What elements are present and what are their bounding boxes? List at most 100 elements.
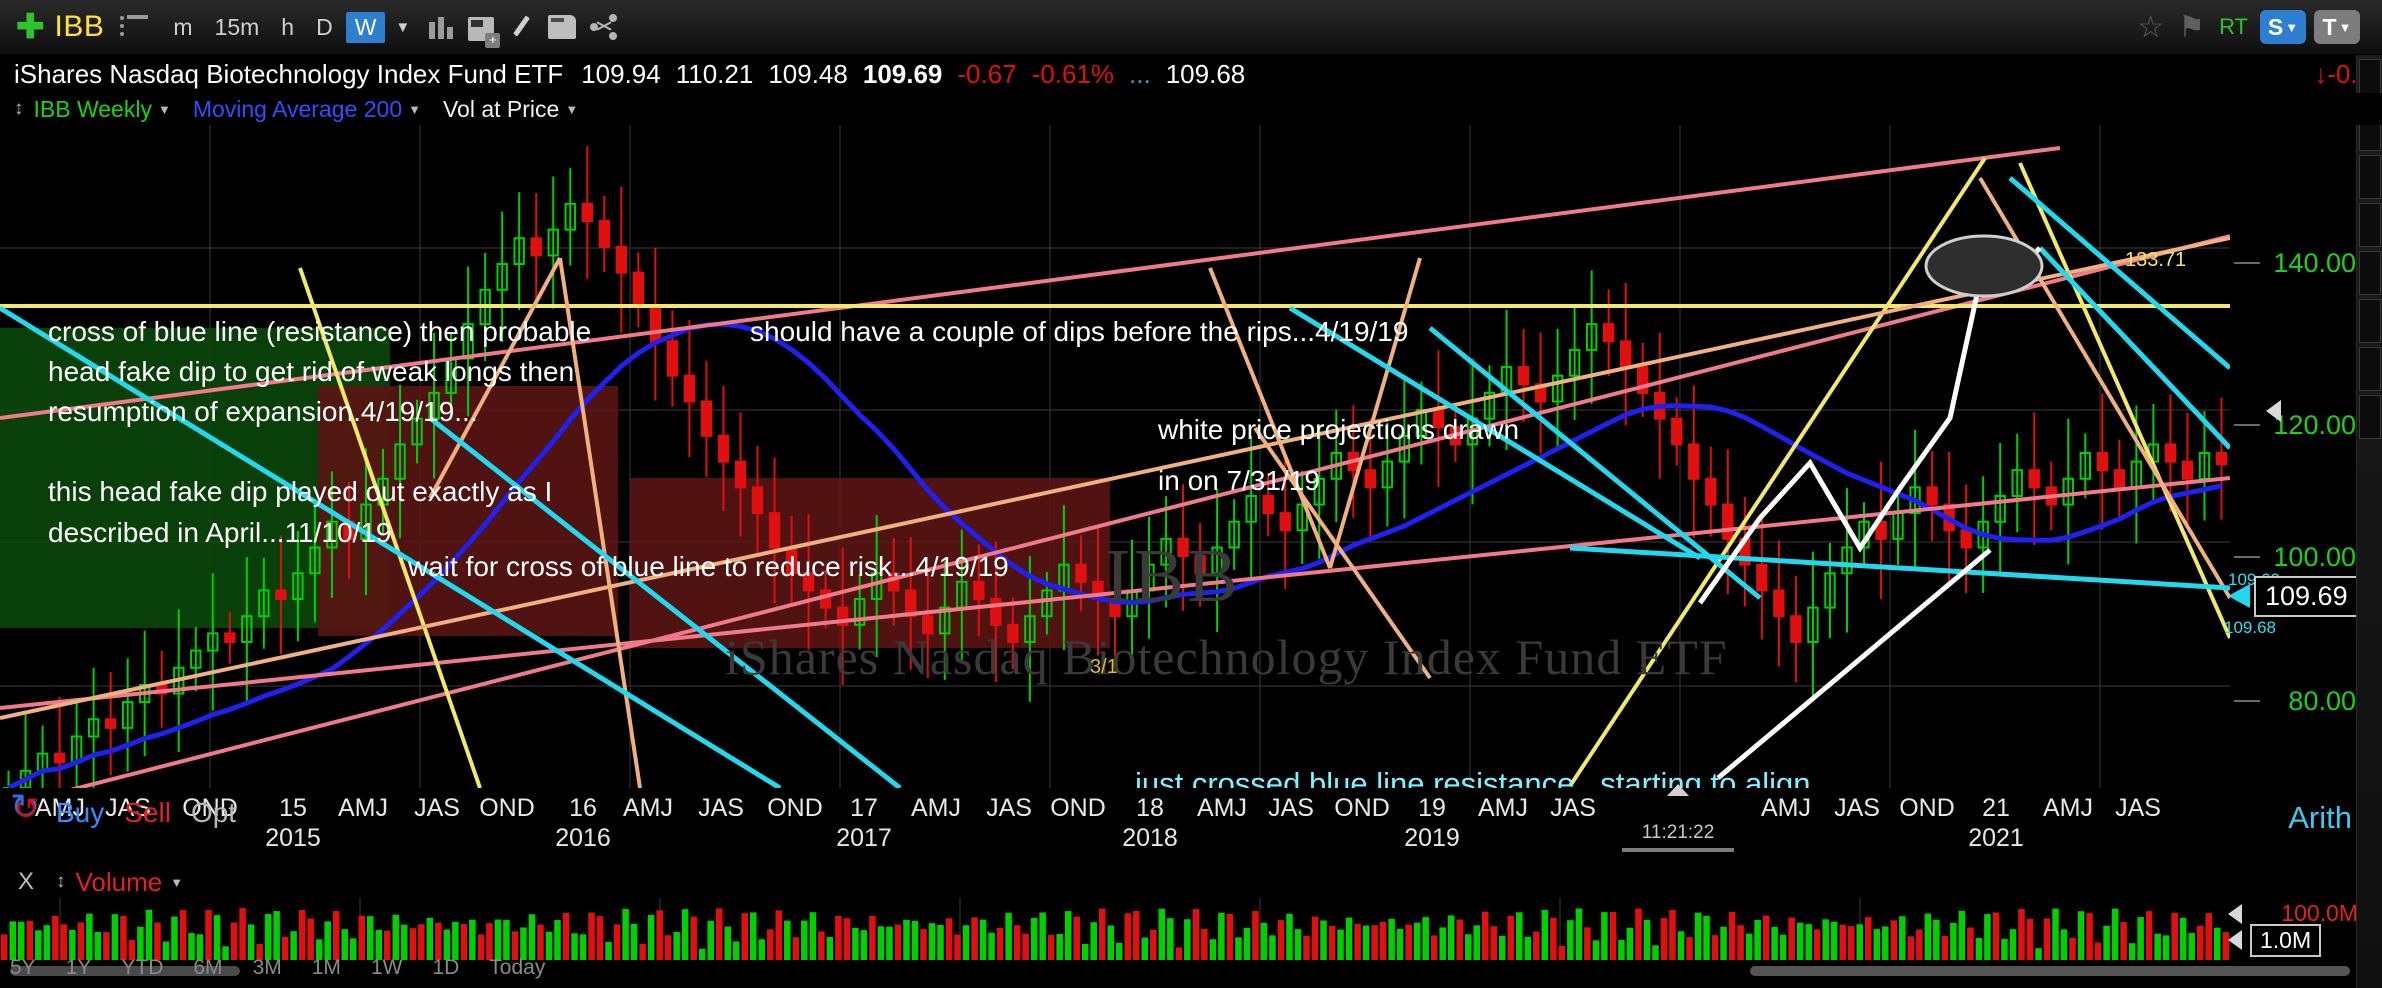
right-toolbar-rail[interactable] <box>2356 55 2382 988</box>
x-axis-tick-label: AMJ <box>1478 794 1528 822</box>
quote-prev-close: 109.68 <box>1165 58 1246 89</box>
ann-white-projections-2: in on 7/31/19 <box>1158 465 1320 496</box>
rail-button[interactable] <box>2358 203 2381 247</box>
timeframe-15m[interactable]: 15m <box>214 13 260 40</box>
x-axis-tick-label: AMJ <box>623 794 673 822</box>
chevron-down-icon[interactable]: ▼ <box>157 101 171 117</box>
x-axis-tick-label: AMJ <box>1197 794 1247 822</box>
time-cursor-marker <box>1667 784 1689 796</box>
ann-white-projections: white price projections drawn <box>1158 414 1520 445</box>
volume-axis-arrow-current <box>2228 930 2242 950</box>
time-cursor-label: 11:21:22 <box>1641 822 1715 843</box>
price-axis-arrow <box>2266 400 2281 422</box>
share-icon[interactable] <box>590 14 618 40</box>
bars-icon[interactable] <box>424 12 458 42</box>
tool-badge[interactable]: T ▼ <box>2314 10 2360 44</box>
x-axis-tick-label: JAS <box>105 794 151 822</box>
timeframe-h[interactable]: h <box>281 13 295 40</box>
x-axis-tick-label: OND <box>479 794 535 822</box>
chevron-down-icon[interactable]: ▼ <box>565 101 579 117</box>
streaming-badge[interactable]: S ▼ <box>2260 10 2306 44</box>
add-symbol-icon[interactable]: ✚ <box>16 8 45 46</box>
price-axis-tick <box>2234 262 2260 264</box>
indicator-moving-average-200[interactable]: Moving Average 200 <box>192 95 403 122</box>
candlesticks <box>2 145 2228 788</box>
buy-button[interactable]: Buy <box>56 797 105 828</box>
price-axis-tick <box>2234 424 2260 426</box>
horizontal-scrollbar[interactable] <box>1750 966 2350 976</box>
timeframe-1m[interactable]: 1M <box>311 956 341 979</box>
x-axis-tick-label: 16 <box>569 794 597 822</box>
quote-ellipsis[interactable]: ... <box>1129 58 1151 89</box>
timeframe-5y[interactable]: 5Y <box>10 956 36 979</box>
timeframe-6m[interactable]: 6M <box>193 956 223 979</box>
x-axis-tick-label: AMJ <box>911 794 961 822</box>
price-axis-tick <box>2234 700 2260 702</box>
rail-button[interactable] <box>2358 395 2381 439</box>
x-axis-tick-label: 15 <box>279 794 307 822</box>
highlight-ellipse <box>1924 234 2044 298</box>
calculator-add-icon[interactable] <box>468 16 501 48</box>
rail-button[interactable] <box>2358 251 2381 295</box>
ann-just-crossed: just crossed blue line resistance...star… <box>1135 766 1811 788</box>
x-axis[interactable]: AMJ JAS OND 15 2015 AMJ JAS OND 16 2016 AMJ JAS OND 1… <box>0 784 2230 864</box>
volume-label[interactable]: Volume <box>75 866 163 897</box>
timeframe-w[interactable]: W <box>345 11 386 43</box>
volume-chart[interactable] <box>0 898 2230 960</box>
timeframe-3m[interactable]: 3M <box>252 956 282 979</box>
timeframe-m[interactable]: m <box>173 13 193 40</box>
timeframe-1y[interactable]: 1Y <box>65 956 92 979</box>
volume-canvas <box>1 898 2229 960</box>
chevron-down-icon[interactable]: ▼ <box>170 874 184 890</box>
x-axis-tick-label: OND <box>1899 794 1955 822</box>
flag-icon[interactable]: ⚑ <box>2178 10 2206 44</box>
note-icon[interactable] <box>548 15 577 39</box>
down-arrow-icon: ↓ <box>2314 58 2328 89</box>
x-axis-tick-label: 19 <box>1418 794 1446 822</box>
indicator-vol-at-price[interactable]: Vol at Price <box>442 95 560 122</box>
pencil-icon[interactable] <box>508 14 534 40</box>
timeframe-today[interactable]: Today <box>489 956 546 979</box>
timeframe-1w[interactable]: 1W <box>370 956 403 979</box>
current-price-box: 109.69 <box>2254 576 2359 617</box>
rail-button[interactable] <box>2358 347 2381 391</box>
rail-button[interactable] <box>2358 299 2381 343</box>
cyan-trend-lines <box>0 176 2230 788</box>
price-axis-label: 140.00 <box>2273 248 2356 278</box>
timeframe-d[interactable]: D <box>316 13 333 40</box>
refresh-icon[interactable] <box>10 786 44 830</box>
instrument-name: iShares Nasdaq Biotechnology Index Fund … <box>14 58 564 89</box>
x-axis-tick-label: OND <box>182 794 238 822</box>
price-axis-label: 80.00 <box>2288 686 2356 716</box>
timeframe-quickbar: 5Y 1Y YTD 6M 3M 1M 1W 1D Today <box>10 956 545 980</box>
x-axis-tick-label: JAS <box>2115 794 2161 822</box>
price-axis-tick <box>2234 556 2260 558</box>
x-axis-year-label: 2018 <box>1122 824 1178 852</box>
indicator-ibb-weekly[interactable]: IBB Weekly <box>33 95 152 122</box>
star-icon[interactable]: ☆ <box>2137 10 2165 44</box>
volume-axis[interactable]: 100.0M 1.0M <box>2228 898 2382 960</box>
chart-canvas: 133.71 <box>0 118 2230 788</box>
updown-arrows-icon[interactable]: ↕ <box>14 98 24 119</box>
close-icon[interactable]: X <box>18 868 35 895</box>
horizontal-scrollbar-left[interactable] <box>10 966 240 976</box>
watchlist-icon[interactable] <box>120 15 149 39</box>
x-axis-tick-label: JAS <box>1550 794 1596 822</box>
timeframe-1d[interactable]: 1D <box>432 956 460 979</box>
x-axis-year-label: 2015 <box>265 824 321 852</box>
x-axis-tick-label: AMJ <box>338 794 388 822</box>
realtime-label: RT <box>2219 14 2248 39</box>
options-button[interactable]: Opt <box>190 797 237 828</box>
scale-type-arith[interactable]: Arith <box>2288 800 2352 835</box>
timeframe-ytd[interactable]: YTD <box>121 956 164 979</box>
rail-button[interactable] <box>2358 155 2381 199</box>
chevron-down-icon[interactable]: ▼ <box>408 101 421 117</box>
volume-header: X ↕ Volume ▼ <box>0 864 2382 900</box>
symbol-label[interactable]: IBB <box>54 10 105 43</box>
sell-button[interactable]: Sell <box>124 797 171 828</box>
x-axis-tick-label: OND <box>1334 794 1390 822</box>
updown-arrows-icon[interactable]: ↕ <box>56 871 66 892</box>
chart-watermark-name: iShares Nasdaq Biotechnology Index Fund … <box>725 629 1728 685</box>
chevron-down-icon[interactable]: ▼ <box>395 18 411 36</box>
price-chart[interactable]: 133.71 IBB iShares Nasdaq Biotechnology … <box>0 118 2230 788</box>
